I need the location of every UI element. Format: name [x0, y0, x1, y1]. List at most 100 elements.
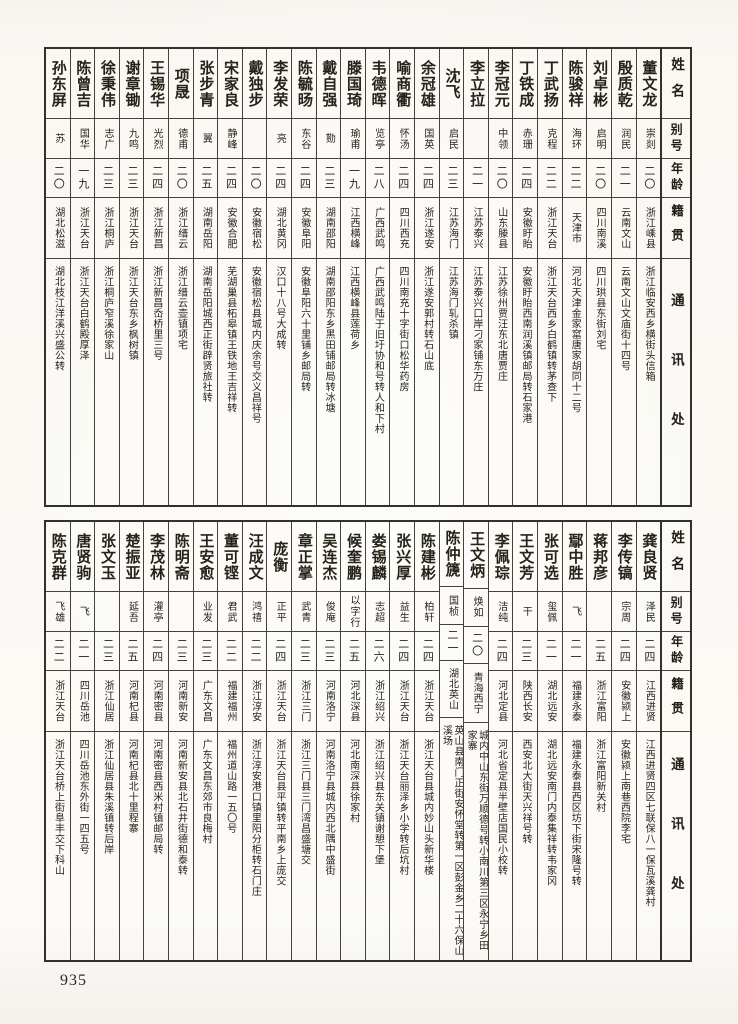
entry-name: 丁铁成 — [513, 49, 538, 119]
entry-age: 二四 — [267, 159, 291, 198]
entry-age: 二一 — [611, 159, 636, 198]
entry-name: 唐贤驹 — [70, 522, 95, 592]
entry-address: 江苏徐州贾汪东北唐贾庄 — [495, 266, 507, 382]
entry-name: 王锡华 — [144, 49, 168, 119]
entry-alias: 干 — [513, 592, 538, 632]
entry-column: 李佩琮 洁纯 二四 河北定县 河北省定县半壁店国民小校转 — [487, 522, 513, 960]
entry-name: 候奎鹏 — [341, 522, 365, 592]
entry-native: 浙江遂安 — [415, 198, 439, 259]
entry-native: 浙江淳安 — [242, 671, 267, 732]
entry-native: 浙江天台 — [45, 671, 70, 732]
entry-name: 蒋邦彦 — [587, 522, 611, 592]
header-age: 年龄 — [662, 159, 690, 198]
entry-column: 陈毓旸 东谷 二四 安徽阜阳 安徽阜阳六十里铺乡邮局转 — [291, 49, 316, 505]
entry-alias: 东谷 — [292, 119, 316, 159]
entry-address: 河南密县西米村镇邮局转 — [150, 739, 162, 855]
entry-native: 浙江天台 — [415, 671, 439, 732]
entry-age: 二四 — [292, 159, 316, 198]
entry-age: 二五 — [587, 632, 611, 671]
entry-column: 娄锡麟 志超 二六 浙江绍兴 浙江绍兴县东关镇谢憩下堡 — [364, 522, 390, 960]
entry-age: 二三 — [513, 632, 538, 671]
entry-age: 二三 — [193, 632, 218, 671]
entry-alias: 灌亭 — [144, 592, 168, 632]
entry-native: 浙江天台 — [538, 198, 562, 259]
entry-native: 湖北黄冈 — [267, 198, 291, 259]
entry-age: 二三 — [95, 632, 119, 671]
header-age: 年龄 — [662, 632, 690, 671]
entry-name: 李立拉 — [464, 49, 488, 119]
entry-name: 张步青 — [193, 49, 218, 119]
entry-age: 二四 — [488, 632, 513, 671]
entry-column: 鄢中胜飞二一 福建永泰 福建永泰县西区坊下街宋隆号转 — [561, 522, 587, 960]
entry-address: 英山县南门正街安怀堂转第一区彭金乡二十六保山溪场 — [440, 725, 463, 957]
entry-address: 浙江仙居县朱溪镇转后岸 — [101, 739, 113, 855]
entry-address: 安徽颍上南巷西院李宅 — [618, 739, 630, 844]
entry-column: 喻商衢 怀汤 二四 四川西充 四川南充十字街口松华药房 — [389, 49, 415, 505]
entry-age: 二四 — [611, 632, 636, 671]
entry-name: 董可铿 — [218, 522, 242, 592]
entry-column: 李传镐 宗周 二四 安徽颍上 安徽颍上南巷西院李宅 — [610, 522, 636, 960]
entry-alias: 崇剡 — [636, 119, 661, 159]
entry-alias: 润民 — [611, 119, 636, 159]
header-column: 姓名 别号 年龄 籍贯 通讯处 — [660, 522, 690, 960]
entry-age: 二二 — [242, 632, 267, 671]
entry-native: 青海西宁 — [464, 664, 488, 723]
entry-name: 喻商衢 — [390, 49, 415, 119]
entry-column: 丁武扬 克程 二二 浙江天台 浙江天台西乡白鹤镇转茅查下 — [537, 49, 562, 505]
entry-name: 徐秉伟 — [95, 49, 119, 119]
entry-age: 二八 — [365, 159, 390, 198]
entry-address: 城内中山东街万顺德号转小南川第三区永宁乡田家寨 — [465, 729, 488, 951]
entry-alias: 静峰 — [218, 119, 242, 159]
entry-alias: 国桢 — [439, 587, 464, 625]
entry-age: 二〇 — [464, 627, 488, 665]
entry-alias: 柏轩 — [415, 592, 439, 632]
entry-address: 浙江天台白鹤殿厚泽 — [77, 266, 89, 361]
entry-name: 刘卓彬 — [587, 49, 611, 119]
entry-name: 陈明斋 — [168, 522, 193, 592]
entry-column: 丁铁成 赤珊 二四 安徽盱眙 安徽盱眙西南润溪镇邮局转石家港 — [512, 49, 538, 505]
entry-native: 福建福州 — [218, 671, 242, 732]
entry-name: 龚良贤 — [636, 522, 661, 592]
entry-address: 四川珙县东街刘宅 — [593, 266, 605, 350]
entry-native: 江苏泰兴 — [464, 198, 488, 259]
entry-age: 二〇 — [242, 159, 267, 198]
entry-alias: 正平 — [267, 592, 291, 632]
entry-address: 浙江天台西乡白鹤镇转茅查下 — [544, 266, 556, 403]
entry-name: 戴独步 — [242, 49, 267, 119]
entry-address: 福州道山路一五〇号 — [224, 739, 236, 834]
entry-column: 王锡华 光烈 二四 浙江新昌 浙江新昌岙桥里三号 — [143, 49, 168, 505]
entry-column: 陈建彬 柏轩 二四 浙江天台 浙江天台县城内妙山头新华楼 — [414, 522, 439, 960]
entry-address: 浙江天台县城内妙山头新华楼 — [421, 739, 433, 876]
entry-name: 李传镐 — [611, 522, 636, 592]
entry-native: 湖南邵阳 — [316, 198, 341, 259]
entry-column: 李冠元 中领 二〇 山东滕县 江苏徐州贾汪东北唐贾庄 — [487, 49, 513, 505]
entry-age: 二四 — [513, 159, 538, 198]
entry-name: 陈毓旸 — [292, 49, 316, 119]
entry-column: 龚良贤 泽民 二四 江西进贤 江西进贤四区七联保八一保瓦溪龚村 — [635, 522, 661, 960]
header-alias: 别号 — [662, 119, 690, 159]
entry-column: 项晟 德甫 二〇 浙江缙云 浙江缙云壶镇项宅 — [167, 49, 193, 505]
entry-age: 二四 — [218, 159, 242, 198]
entry-column: 董文龙 崇剡 二〇 浙江嵊县 浙江临安西乡横街头信箱 — [635, 49, 661, 505]
entry-native: 浙江新昌 — [144, 198, 168, 259]
header-name: 姓名 — [662, 522, 690, 592]
entry-alias: 国英 — [415, 119, 439, 159]
entry-native: 河南密县 — [144, 671, 168, 732]
entry-native: 浙江桐庐 — [95, 198, 119, 259]
entry-alias: 玺佩 — [538, 592, 562, 632]
entry-native: 湖北远安 — [538, 671, 562, 732]
entry-native: 浙江天台 — [267, 671, 291, 732]
entry-alias: 中领 — [488, 119, 513, 159]
entry-alias: 洁纯 — [488, 592, 513, 632]
entry-native: 河北深县 — [341, 671, 365, 732]
entry-alias — [168, 592, 193, 632]
entry-age: 二三 — [168, 632, 193, 671]
entry-column: 张可选 玺佩 二一 湖北远安 湖北远安南门内泰集祥转韦家冈 — [537, 522, 562, 960]
header-address: 通讯处 — [668, 756, 684, 936]
page-number: 935 — [60, 972, 87, 989]
entry-alias — [95, 592, 119, 632]
entry-alias: 翼 — [193, 119, 218, 159]
entry-column: 宋家良 静峰 二四 安徽合肥 芜湖巢县柘皋镇王铁地王吉祥转 — [217, 49, 242, 505]
entry-age: 二四 — [415, 632, 439, 671]
entry-column: 汪成文 鸿禧 二二 浙江淳安 浙江淳安港口镇里阳分柜转石门庄 — [241, 522, 267, 960]
